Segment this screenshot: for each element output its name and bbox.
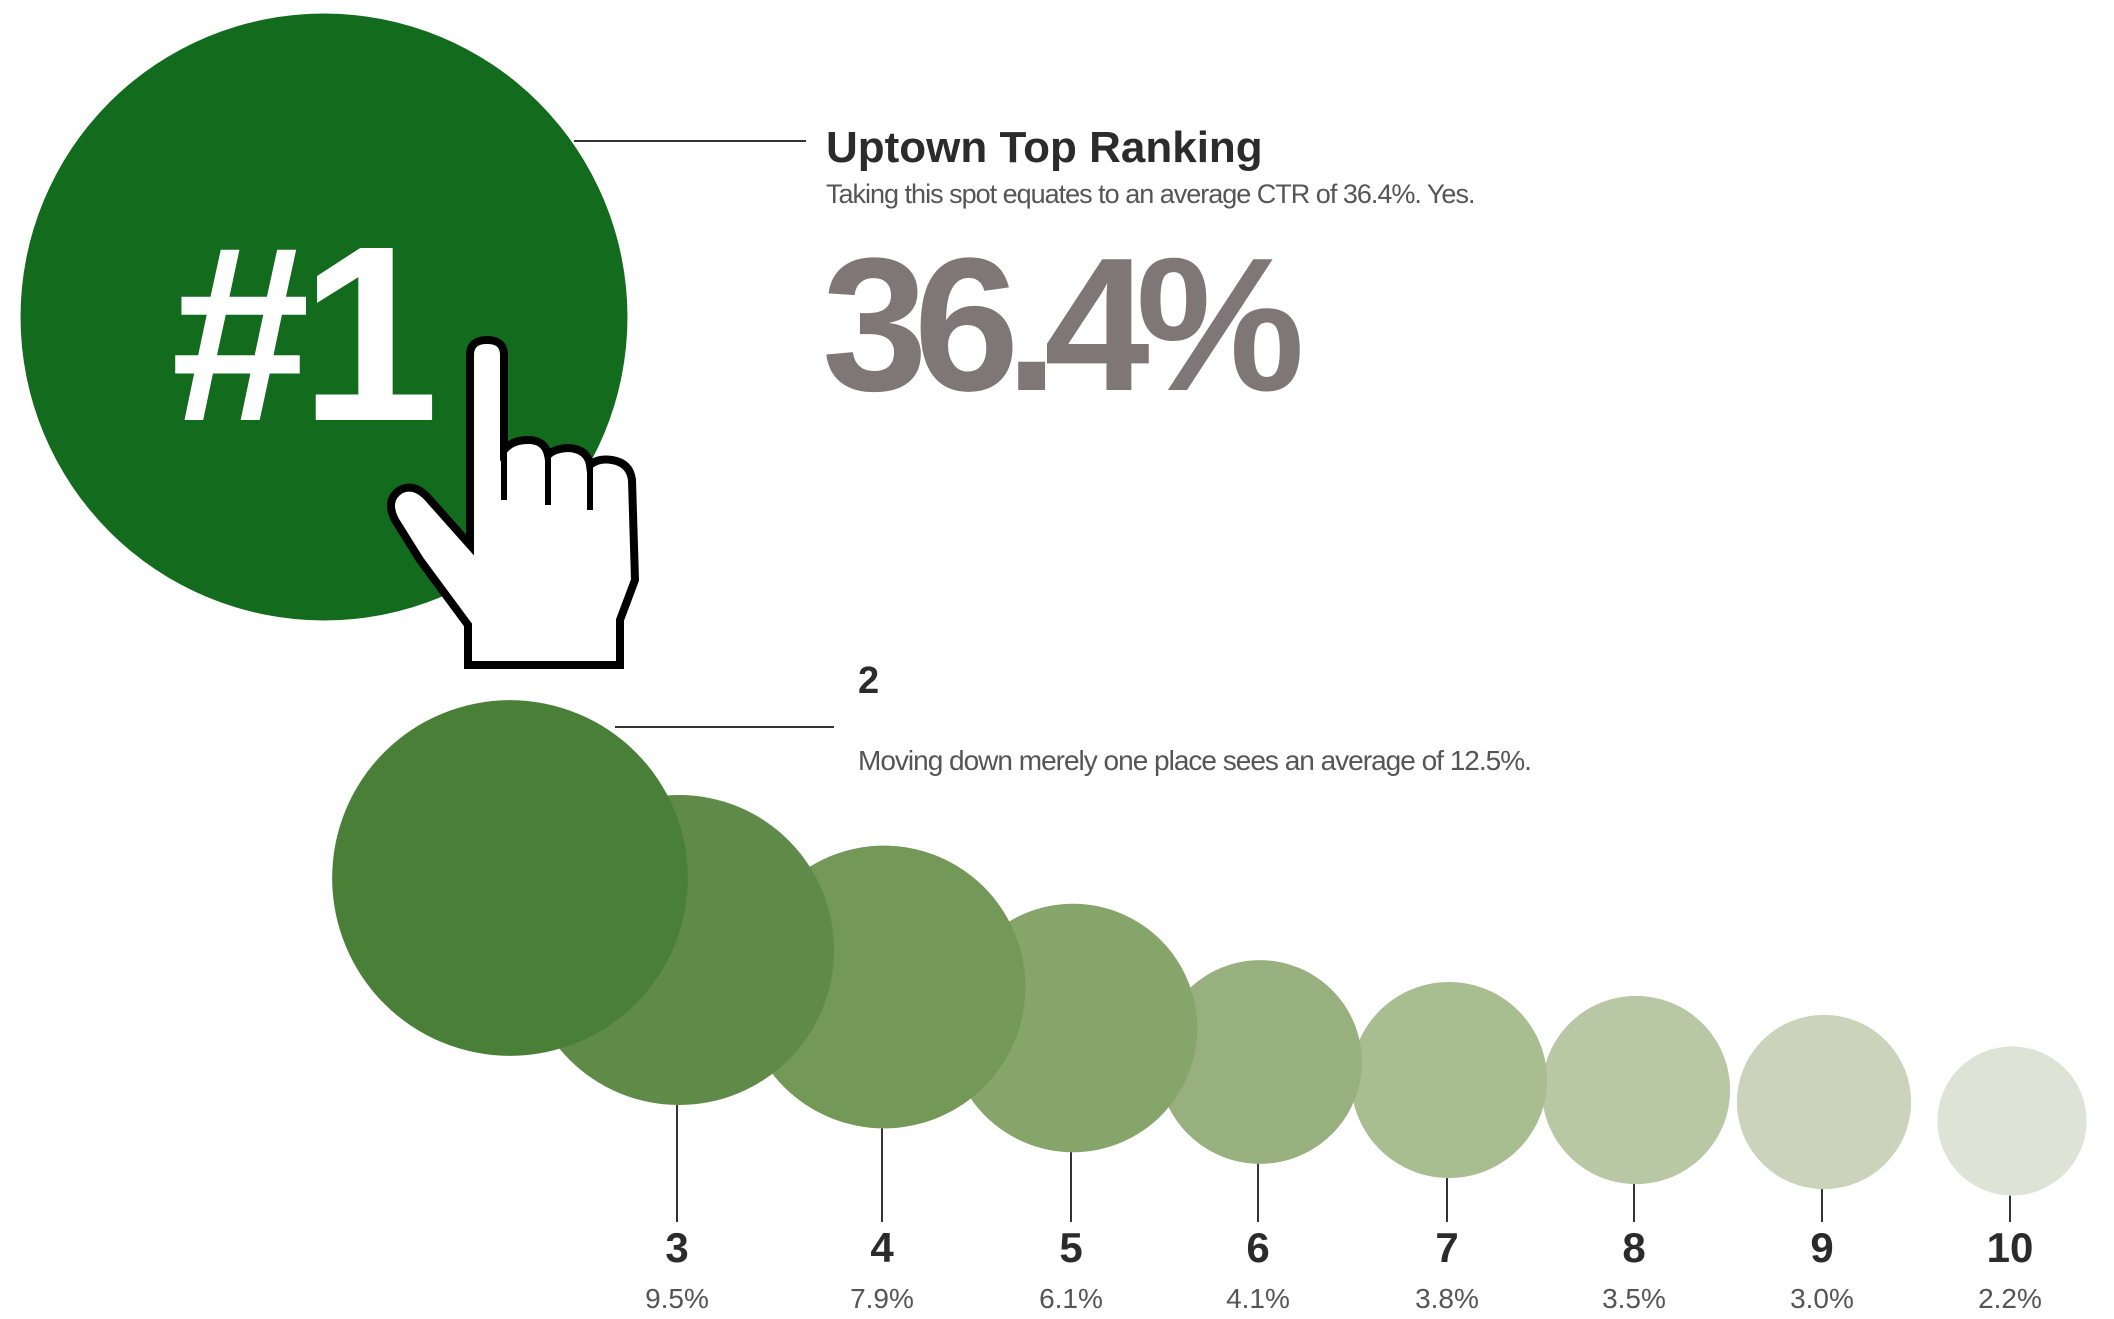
annotation: Moving down merely one place sees an ave… <box>858 745 1531 776</box>
bubble <box>1736 1014 1912 1190</box>
bubble <box>1937 1046 2087 1196</box>
bubble <box>1158 960 1362 1164</box>
value-label: 4.1% <box>1226 1283 1290 1314</box>
rank-label: #1 <box>171 194 433 473</box>
value-label: 3.5% <box>1602 1283 1666 1314</box>
rank-label: 9 <box>1810 1224 1833 1271</box>
value-label: 3.0% <box>1790 1283 1854 1314</box>
rank-label: 10 <box>1987 1224 2034 1271</box>
value-label: 36.4% <box>822 219 1300 431</box>
rank-label: 2 <box>858 660 879 702</box>
chart-subtitle: Taking this spot equates to an average C… <box>826 179 1474 209</box>
bubble <box>332 700 688 1056</box>
rank-label: 5 <box>1059 1224 1082 1271</box>
value-label: 3.8% <box>1415 1283 1479 1314</box>
cursor-hand <box>387 335 640 669</box>
value-label: 9.5% <box>645 1283 709 1314</box>
rank-label: 7 <box>1435 1224 1458 1271</box>
bubble <box>1350 981 1548 1179</box>
chart-title: Uptown Top Ranking <box>826 123 1263 172</box>
rank-label: 4 <box>870 1224 894 1271</box>
value-label: 6.1% <box>1039 1283 1103 1314</box>
bubble <box>1541 995 1731 1185</box>
value-label: 2.2% <box>1978 1283 2042 1314</box>
cursor-hand-lines <box>501 450 593 510</box>
value-label: 7.9% <box>850 1283 914 1314</box>
rank-label: 3 <box>665 1224 688 1271</box>
rank-label: 8 <box>1622 1224 1645 1271</box>
rank-label: 6 <box>1246 1224 1269 1271</box>
